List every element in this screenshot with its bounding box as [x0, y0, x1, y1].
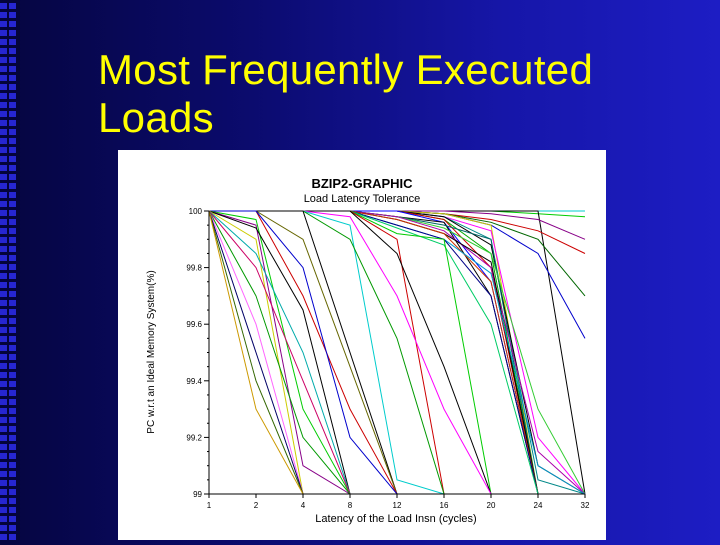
- chart-subtitle: Load Latency Tolerance: [304, 193, 421, 205]
- chart-panel: BZIP2-GRAPHIC Load Latency Tolerance Lat…: [118, 150, 606, 540]
- x-tick-label: 8: [348, 501, 353, 510]
- x-axis-label: Latency of the Load Insn (cycles): [315, 513, 476, 525]
- slide-title: Most Frequently Executed Loads: [98, 46, 593, 142]
- y-tick-label: 99.8: [186, 264, 202, 273]
- y-tick-label: 99.6: [186, 320, 202, 329]
- y-axis-label: PC w.r.t an Ideal Memory System(%): [146, 270, 157, 433]
- x-tick-label: 12: [393, 501, 402, 510]
- x-tick-label: 16: [440, 501, 449, 510]
- slide-title-line-2: Loads: [98, 94, 214, 141]
- x-tick-label: 24: [534, 501, 543, 510]
- y-tick-label: 99.2: [186, 433, 202, 442]
- y-tick-label: 99.4: [186, 377, 202, 386]
- latency-tolerance-chart: BZIP2-GRAPHIC Load Latency Tolerance Lat…: [146, 176, 590, 525]
- slide-edge-pattern: [0, 0, 20, 540]
- x-tick-label: 20: [487, 501, 496, 510]
- y-tick-label: 99: [193, 490, 202, 499]
- y-tick-label: 100: [189, 207, 203, 216]
- x-tick-label: 1: [207, 501, 212, 510]
- x-tick-label: 4: [301, 501, 306, 510]
- x-tick-label: 32: [581, 501, 590, 510]
- slide-title-line-1: Most Frequently Executed: [98, 46, 594, 93]
- chart-title: BZIP2-GRAPHIC: [311, 176, 413, 191]
- x-tick-label: 2: [254, 501, 259, 510]
- series-line-5: [209, 210, 586, 254]
- series-line-2: [209, 210, 586, 218]
